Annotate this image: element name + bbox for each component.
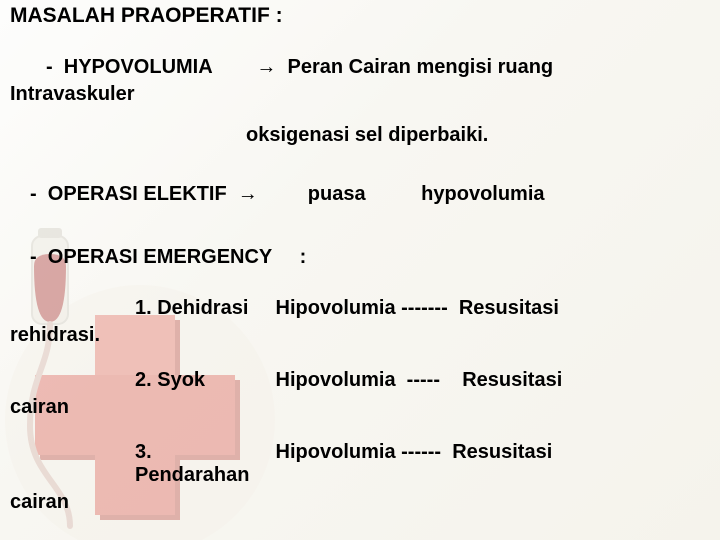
list-item: 3. Pendarahan Hipovolumia ------ Resusit… <box>10 441 710 487</box>
operasi-emergency-line: - OPERASI EMERGENCY : <box>30 246 710 269</box>
intravaskuler-line: Intravaskuler <box>10 83 710 106</box>
operasi-elektif-line: - OPERASI ELEKTIF → puasa hypovolumia <box>30 183 710 206</box>
item-label: 1. Dehidrasi <box>10 297 270 320</box>
item-text: Hipovolumia ------ Resusitasi <box>270 441 552 487</box>
oksigenasi-line: oksigenasi sel diperbaiki. <box>246 124 710 147</box>
item-label: 3. Pendarahan <box>10 441 270 487</box>
item-text: Hipovolumia ------- Resusitasi <box>270 297 559 320</box>
item-text: Hipovolumia ----- Resusitasi <box>270 369 562 392</box>
list-item: 2. Syok Hipovolumia ----- Resusitasi <box>10 369 710 392</box>
slide-title: MASALAH PRAOPERATIF : <box>10 4 710 28</box>
hypovolumia-line: - HYPOVOLUMIA → Peran Cairan mengisi rua… <box>46 56 710 79</box>
slide-content: MASALAH PRAOPERATIF : - HYPOVOLUMIA → Pe… <box>0 0 720 540</box>
list-item: 1. Dehidrasi Hipovolumia ------- Resusit… <box>10 297 710 320</box>
item-trail: cairan <box>10 491 710 514</box>
item-trail: cairan <box>10 396 710 419</box>
item-label: 2. Syok <box>10 369 270 392</box>
item-trail: rehidrasi. <box>10 324 710 347</box>
